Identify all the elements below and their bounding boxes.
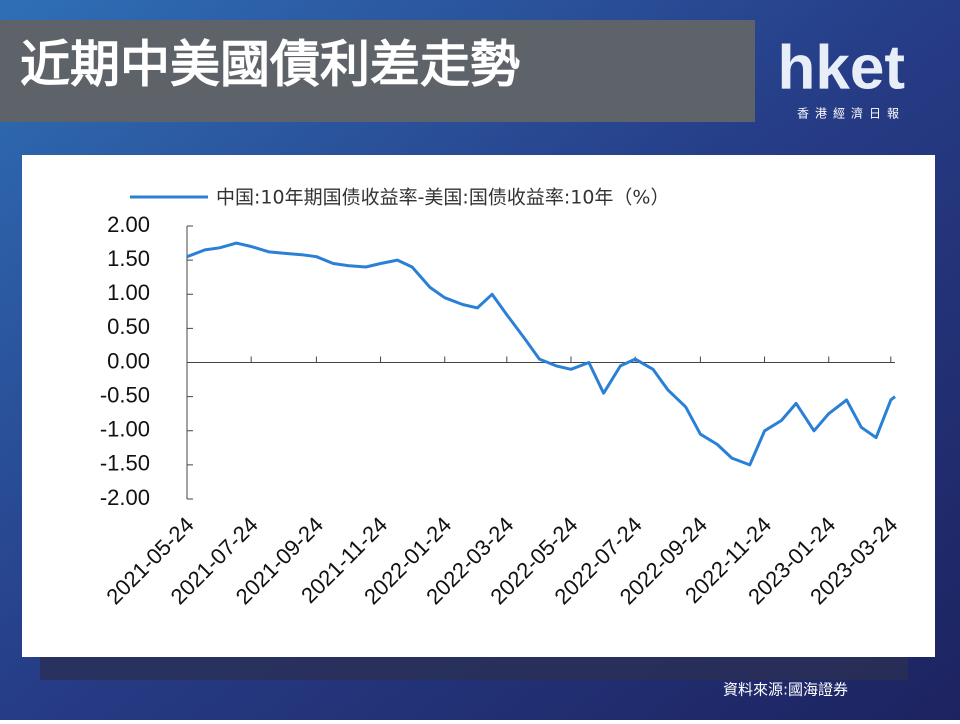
legend-label: 中国:10年期国债收益率-美国:国债收益率:10年（%） [216,187,669,209]
y-tick-label: 1.50 [107,246,150,271]
title-box [0,20,755,122]
y-tick-label: 1.00 [107,280,150,305]
chart-panel [22,155,935,657]
source: 資料來源:國海證券 [723,681,848,699]
y-tick-label: -2.00 [100,485,150,510]
y-tick-label: 0.50 [107,314,150,339]
y-tick-label: 0.00 [107,348,150,373]
data-line [186,241,896,467]
y-tick-label: -1.00 [100,417,150,442]
y-tick-label: -1.50 [100,451,150,476]
logo: hket [778,33,905,102]
y-tick-label: 2.00 [107,212,150,237]
y-tick-label: -0.50 [100,382,150,407]
logo-subtitle: 香港經濟日報 [797,106,905,121]
title: 近期中美國債利差走勢 [20,36,520,94]
